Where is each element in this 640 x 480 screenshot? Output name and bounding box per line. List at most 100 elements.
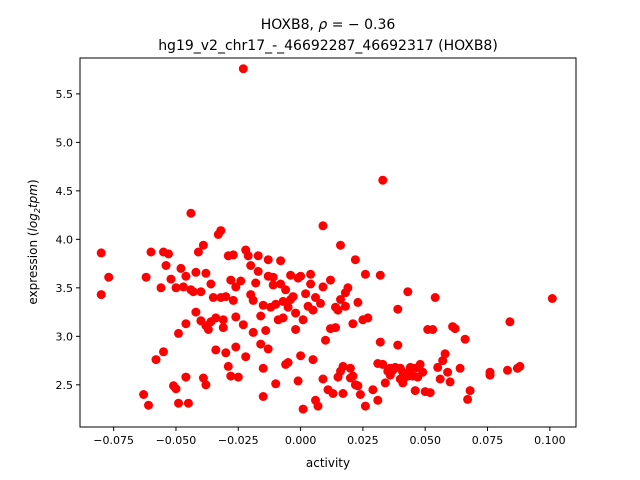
data-point-17 bbox=[174, 398, 183, 408]
data-point-16 bbox=[171, 283, 181, 293]
data-point-180 bbox=[418, 367, 428, 377]
x-tick-label: 0.100 bbox=[534, 434, 566, 447]
data-point-28 bbox=[191, 307, 201, 317]
data-point-97 bbox=[286, 270, 296, 280]
data-point-123 bbox=[326, 275, 335, 285]
data-point-184 bbox=[428, 325, 438, 334]
data-point-71 bbox=[251, 278, 261, 288]
data-point-183 bbox=[425, 388, 435, 398]
data-point-39 bbox=[206, 279, 216, 289]
data-point-33 bbox=[198, 240, 208, 250]
data-point-66 bbox=[243, 251, 253, 261]
data-point-165 bbox=[393, 304, 403, 314]
chart-title-rho: ρ bbox=[318, 17, 327, 33]
data-point-189 bbox=[440, 349, 450, 359]
data-point-95 bbox=[283, 358, 293, 367]
data-point-176 bbox=[410, 386, 420, 396]
data-point-203 bbox=[515, 361, 525, 371]
x-axis-label: activity bbox=[306, 456, 350, 470]
data-point-204 bbox=[547, 294, 557, 303]
data-point-18 bbox=[174, 328, 183, 338]
plot-frame bbox=[79, 57, 577, 428]
x-axis-ticks: −0.075 −0.050 −0.025 0.000 0.025 0.050 0.075 0.… bbox=[93, 427, 566, 447]
data-point-185 bbox=[430, 293, 440, 302]
data-point-110 bbox=[306, 269, 316, 279]
data-point-70 bbox=[248, 327, 258, 337]
data-point-24 bbox=[183, 398, 193, 408]
data-point-187 bbox=[435, 374, 445, 384]
data-point-78 bbox=[258, 392, 268, 401]
data-point-76 bbox=[258, 300, 268, 310]
data-point-154 bbox=[375, 337, 385, 347]
data-point-94 bbox=[281, 285, 291, 295]
data-point-102 bbox=[293, 376, 303, 386]
data-point-125 bbox=[328, 389, 338, 398]
data-point-116 bbox=[313, 401, 323, 411]
data-point-188 bbox=[438, 356, 448, 366]
data-point-80 bbox=[263, 255, 273, 265]
data-point-5 bbox=[141, 272, 151, 282]
data-point-19 bbox=[176, 263, 186, 273]
data-point-27 bbox=[188, 287, 198, 297]
data-point-193 bbox=[450, 324, 460, 334]
data-point-146 bbox=[355, 390, 365, 399]
data-point-77 bbox=[258, 363, 268, 373]
data-point-113 bbox=[308, 305, 318, 315]
data-point-23 bbox=[181, 372, 191, 382]
data-point-11 bbox=[161, 261, 171, 270]
data-point-136 bbox=[340, 301, 350, 311]
data-point-111 bbox=[306, 279, 316, 289]
data-point-119 bbox=[318, 374, 328, 384]
data-point-22 bbox=[181, 319, 191, 329]
data-point-34 bbox=[198, 373, 208, 383]
data-point-57 bbox=[231, 312, 241, 322]
data-point-91 bbox=[278, 313, 288, 323]
data-point-157 bbox=[378, 359, 388, 369]
data-point-42 bbox=[211, 345, 221, 355]
data-point-32 bbox=[196, 287, 206, 297]
data-point-15 bbox=[171, 384, 181, 394]
data-point-96 bbox=[283, 302, 293, 312]
x-tick-label: 0.075 bbox=[472, 434, 504, 447]
data-point-197 bbox=[465, 386, 475, 396]
data-point-2 bbox=[104, 272, 114, 282]
y-axis-label-tpm: tpm bbox=[26, 184, 40, 208]
data-point-52 bbox=[223, 361, 233, 371]
data-point-30 bbox=[193, 247, 203, 257]
data-point-50 bbox=[221, 348, 231, 358]
data-point-87 bbox=[271, 299, 281, 309]
data-point-117 bbox=[316, 298, 325, 308]
data-point-12 bbox=[164, 249, 173, 259]
data-point-133 bbox=[338, 361, 348, 371]
data-point-112 bbox=[308, 355, 318, 365]
data-point-20 bbox=[178, 282, 188, 292]
data-point-62 bbox=[238, 64, 248, 74]
y-axis-label-sub: 2 bbox=[33, 208, 42, 213]
data-point-101 bbox=[291, 325, 301, 334]
data-point-85 bbox=[268, 272, 278, 282]
data-point-141 bbox=[348, 371, 358, 381]
y-tick-label: 2.5 bbox=[56, 379, 74, 392]
x-tick-label: 0.000 bbox=[285, 434, 317, 447]
data-point-69 bbox=[248, 295, 258, 305]
data-point-179 bbox=[415, 359, 425, 369]
data-point-155 bbox=[375, 270, 385, 280]
data-point-196 bbox=[463, 394, 473, 404]
data-point-144 bbox=[353, 297, 363, 307]
data-point-151 bbox=[368, 385, 378, 395]
data-point-121 bbox=[321, 335, 330, 345]
data-point-38 bbox=[203, 325, 213, 334]
data-point-89 bbox=[276, 256, 286, 266]
data-point-59 bbox=[231, 342, 241, 352]
data-point-86 bbox=[271, 379, 281, 389]
data-point-114 bbox=[311, 293, 320, 302]
data-point-61 bbox=[236, 276, 246, 286]
data-point-73 bbox=[253, 266, 263, 276]
data-point-99 bbox=[288, 292, 298, 302]
data-points bbox=[96, 64, 557, 414]
data-point-132 bbox=[336, 295, 345, 304]
data-point-200 bbox=[503, 365, 512, 375]
x-tick-label: −0.025 bbox=[218, 434, 259, 447]
